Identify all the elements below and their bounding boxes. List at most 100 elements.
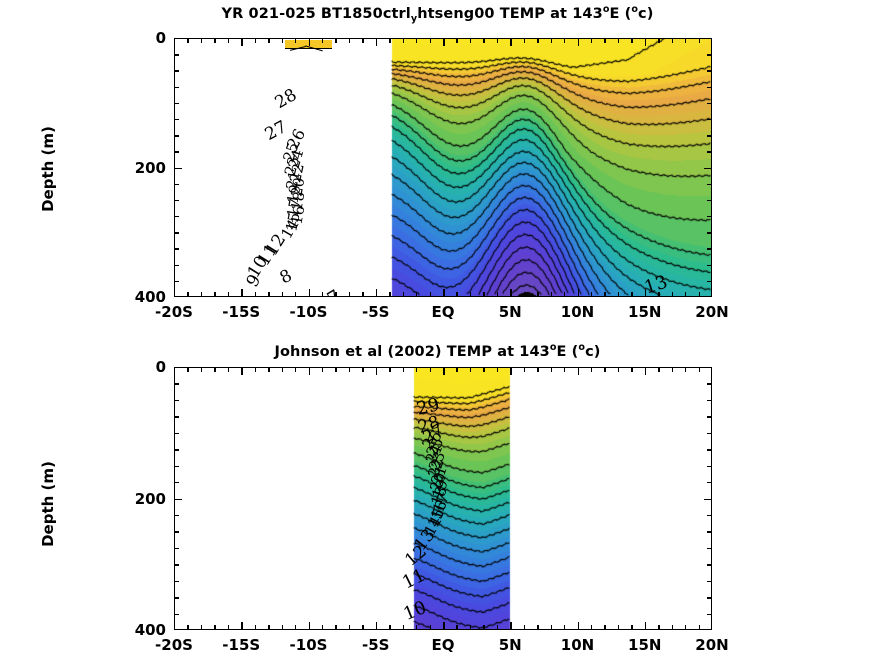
x-minor-tick: [321, 625, 324, 630]
x-major-tick-top: [443, 38, 445, 46]
x-minor-tick: [671, 292, 674, 297]
x-minor-tick-top: [523, 367, 526, 372]
surface-data-patch: [284, 40, 332, 50]
x-minor-tick: [402, 625, 405, 630]
x-minor-tick-top: [187, 38, 189, 43]
x-minor-tick-top: [227, 367, 230, 372]
x-tick-label: 10N: [560, 636, 595, 654]
x-tick-label: EQ: [431, 303, 455, 321]
x-major-tick: [577, 289, 580, 297]
x-tick-label: -20S: [155, 303, 193, 321]
x-minor-tick-top: [658, 367, 660, 372]
x-minor-tick-top: [389, 38, 391, 43]
x-minor-tick-top: [564, 367, 566, 372]
x-major-tick: [375, 289, 378, 297]
y-minor-tick-right: [707, 449, 712, 451]
y-minor-tick-right: [707, 416, 712, 418]
x-minor-tick-top: [402, 38, 405, 43]
x-minor-tick-top: [537, 367, 539, 372]
x-major-tick-top: [308, 38, 311, 46]
x-minor-tick: [698, 292, 700, 297]
y-minor-tick: [174, 399, 179, 402]
x-minor-tick-top: [496, 38, 499, 43]
x-minor-tick: [604, 625, 606, 630]
x-minor-tick-top: [254, 38, 257, 43]
x-minor-tick: [537, 292, 539, 297]
x-minor-tick-top: [200, 367, 203, 372]
x-tick-label: -10S: [289, 636, 328, 654]
x-minor-tick-top: [456, 367, 458, 372]
x-minor-tick-top: [402, 367, 405, 372]
x-minor-tick: [281, 625, 283, 630]
x-minor-tick-top: [416, 367, 418, 372]
y-minor-tick-right: [707, 118, 712, 121]
y-major-tick: [174, 498, 182, 501]
x-major-tick-top: [577, 38, 580, 46]
x-tick-label: 15N: [628, 303, 662, 321]
y-minor-tick: [174, 482, 179, 484]
x-major-tick: [644, 289, 647, 297]
y-minor-tick-right: [707, 86, 712, 88]
x-tick-label: 5N: [498, 303, 522, 321]
x-major-tick: [375, 622, 378, 630]
x-minor-tick-top: [617, 38, 620, 43]
y-minor-tick-right: [707, 232, 712, 234]
x-tick-label: EQ: [431, 636, 455, 654]
x-minor-tick-top: [537, 38, 539, 43]
x-minor-tick: [429, 292, 431, 297]
x-major-tick-top: [510, 38, 512, 46]
x-minor-tick: [254, 625, 257, 630]
x-minor-tick-top: [254, 367, 257, 372]
y-minor-tick-right: [707, 216, 712, 218]
y-tick-label: 0: [155, 29, 166, 47]
x-minor-tick: [348, 292, 351, 297]
y-tick-label: 200: [134, 158, 166, 177]
y-minor-tick: [174, 580, 179, 583]
x-minor-tick-top: [698, 367, 700, 372]
x-major-tick: [308, 289, 311, 297]
x-minor-tick-top: [604, 367, 606, 372]
x-minor-tick-top: [456, 38, 458, 43]
x-minor-tick-top: [631, 367, 633, 372]
x-major-tick: [644, 622, 647, 630]
y-minor-tick: [174, 564, 179, 566]
x-tick-label: -20S: [155, 636, 193, 654]
y-minor-tick-right: [707, 102, 712, 105]
x-minor-tick-top: [268, 367, 270, 372]
x-minor-tick: [200, 292, 203, 297]
y-minor-tick: [174, 54, 179, 56]
x-minor-tick: [268, 625, 270, 630]
x-minor-tick: [389, 292, 391, 297]
x-minor-tick: [631, 625, 633, 630]
x-minor-tick-top: [362, 367, 364, 372]
x-minor-tick: [214, 625, 216, 630]
x-minor-tick-top: [295, 367, 297, 372]
title-post-a: htseng00 TEMP at 143: [417, 5, 603, 22]
x-minor-tick-top: [483, 367, 485, 372]
x-minor-tick: [429, 625, 431, 630]
y-minor-tick: [174, 597, 179, 599]
x-minor-tick: [483, 292, 485, 297]
x-minor-tick-top: [698, 38, 700, 43]
x-tick-label: 15N: [628, 636, 662, 654]
y-minor-tick: [174, 280, 179, 283]
x-minor-tick-top: [469, 38, 472, 43]
x-minor-tick-top: [496, 367, 499, 372]
x-minor-tick-top: [200, 38, 203, 43]
y-minor-tick: [174, 216, 179, 218]
x-major-tick-top: [241, 38, 243, 46]
y-minor-tick-right: [707, 465, 712, 468]
x-minor-tick-top: [348, 38, 351, 43]
y-minor-tick: [174, 135, 179, 137]
y-minor-tick-right: [707, 199, 712, 202]
x-minor-tick: [496, 292, 499, 297]
x-major-tick: [241, 622, 243, 630]
x-major-tick-top: [644, 38, 647, 46]
panel-top-plot-area: 2827262524232221201918171615141211109871…: [175, 39, 711, 296]
x-minor-tick: [227, 625, 230, 630]
x-tick-label: -10S: [289, 303, 328, 321]
y-minor-tick-right: [707, 54, 712, 56]
x-tick-label: 20N: [695, 303, 729, 321]
y-minor-tick: [174, 232, 179, 234]
x-minor-tick-top: [268, 38, 270, 43]
